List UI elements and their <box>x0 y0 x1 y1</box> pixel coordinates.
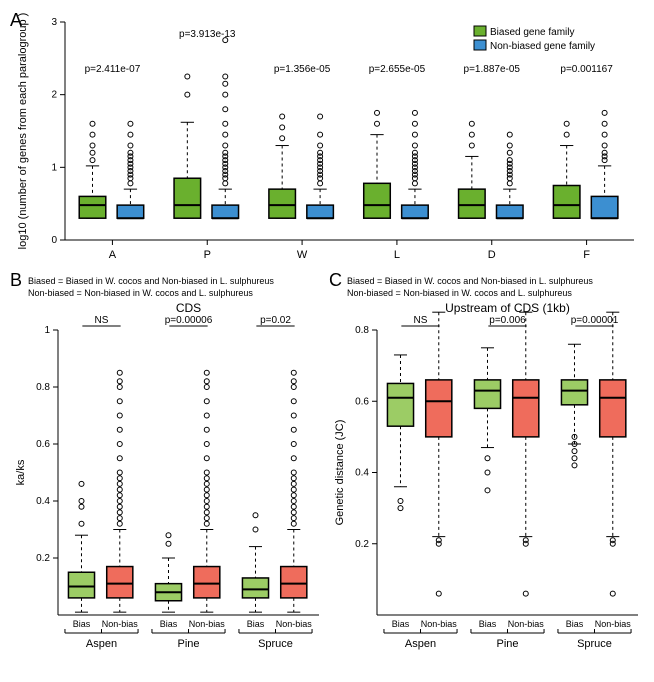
svg-text:Non-biased = Non-biased in W.: Non-biased = Non-biased in W. cocos and … <box>347 288 572 298</box>
svg-text:0.4: 0.4 <box>355 468 369 479</box>
svg-text:p=0.006: p=0.006 <box>489 315 526 326</box>
svg-text:log10 (number of genes from ea: log10 (number of genes from each paralog… <box>17 13 29 250</box>
svg-text:1: 1 <box>51 162 57 173</box>
svg-text:Bias: Bias <box>73 619 91 629</box>
panel-c-chart: Biased = Biased in W. cocos and Non-bias… <box>329 270 644 670</box>
svg-text:P: P <box>204 249 211 261</box>
svg-text:W: W <box>297 249 308 261</box>
panel-b-chart: Biased = Biased in W. cocos and Non-bias… <box>10 270 325 670</box>
svg-text:p=1.356e-05: p=1.356e-05 <box>274 64 331 75</box>
svg-text:F: F <box>583 249 590 261</box>
svg-text:p=0.02: p=0.02 <box>260 315 291 326</box>
panel-a: A 0 1 2 3 log10 (number of genes from each p… <box>10 10 644 270</box>
svg-text:p=0.00001: p=0.00001 <box>571 315 619 326</box>
svg-text:Biased = Biased in W. cocos an: Biased = Biased in W. cocos and Non-bias… <box>347 276 593 286</box>
svg-text:Non-biased = Non-biased in W.: Non-biased = Non-biased in W. cocos and … <box>28 288 253 298</box>
svg-text:2: 2 <box>51 90 57 101</box>
svg-text:Non-bias: Non-bias <box>276 619 313 629</box>
svg-text:NS: NS <box>414 315 428 326</box>
svg-text:0.2: 0.2 <box>36 553 50 564</box>
svg-text:Bias: Bias <box>160 619 178 629</box>
svg-text:1: 1 <box>44 325 50 336</box>
svg-text:Non-bias: Non-bias <box>189 619 226 629</box>
svg-text:p=2.411e-07: p=2.411e-07 <box>85 64 141 75</box>
svg-text:Non-bias: Non-bias <box>421 619 458 629</box>
svg-text:D: D <box>488 249 496 261</box>
svg-text:Pine: Pine <box>496 638 518 650</box>
svg-text:0.6: 0.6 <box>355 396 369 407</box>
svg-text:0.8: 0.8 <box>355 325 369 336</box>
svg-text:Bias: Bias <box>566 619 584 629</box>
svg-text:p=0.001167: p=0.001167 <box>560 64 613 75</box>
svg-text:Non-bias: Non-bias <box>102 619 139 629</box>
svg-text:p=2.655e-05: p=2.655e-05 <box>369 64 426 75</box>
svg-text:Genetic distance (JC): Genetic distance (JC) <box>334 420 346 526</box>
panel-c: C Biased = Biased in W. cocos and Non-bi… <box>329 270 644 670</box>
svg-text:0.6: 0.6 <box>36 439 50 450</box>
svg-text:0: 0 <box>51 235 57 246</box>
svg-text:Bias: Bias <box>479 619 497 629</box>
svg-text:Non-biased gene family: Non-biased gene family <box>490 41 595 52</box>
svg-text:Spruce: Spruce <box>577 638 612 650</box>
svg-text:Bias: Bias <box>392 619 410 629</box>
svg-text:3: 3 <box>51 17 57 28</box>
svg-text:0.2: 0.2 <box>355 539 369 550</box>
svg-text:Aspen: Aspen <box>405 638 436 650</box>
svg-text:Biased gene family: Biased gene family <box>490 27 575 38</box>
svg-text:Upstream of CDS (1kb): Upstream of CDS (1kb) <box>445 301 570 315</box>
svg-text:p=1.887e-05: p=1.887e-05 <box>464 64 521 75</box>
svg-text:Bias: Bias <box>247 619 265 629</box>
svg-text:ka/ks: ka/ks <box>15 459 27 485</box>
svg-text:0.4: 0.4 <box>36 496 50 507</box>
svg-text:p=0.00006: p=0.00006 <box>165 315 213 326</box>
svg-text:NS: NS <box>95 315 109 326</box>
panel-b-label: B <box>10 270 22 291</box>
svg-text:Pine: Pine <box>177 638 199 650</box>
svg-text:Aspen: Aspen <box>86 638 117 650</box>
svg-text:0.8: 0.8 <box>36 382 50 393</box>
svg-text:L: L <box>394 249 400 261</box>
svg-text:Non-bias: Non-bias <box>508 619 545 629</box>
panel-a-chart: 0 1 2 3 log10 (number of genes from each par… <box>10 10 644 270</box>
svg-text:CDS: CDS <box>176 301 201 315</box>
svg-text:A: A <box>109 249 117 261</box>
svg-text:Biased = Biased in W. cocos an: Biased = Biased in W. cocos and Non-bias… <box>28 276 274 286</box>
panel-a-label: A <box>10 10 22 31</box>
svg-text:Non-bias: Non-bias <box>595 619 632 629</box>
svg-text:Spruce: Spruce <box>258 638 293 650</box>
panel-b: B Biased = Biased in W. cocos and Non-bi… <box>10 270 325 670</box>
panel-c-label: C <box>329 270 342 291</box>
